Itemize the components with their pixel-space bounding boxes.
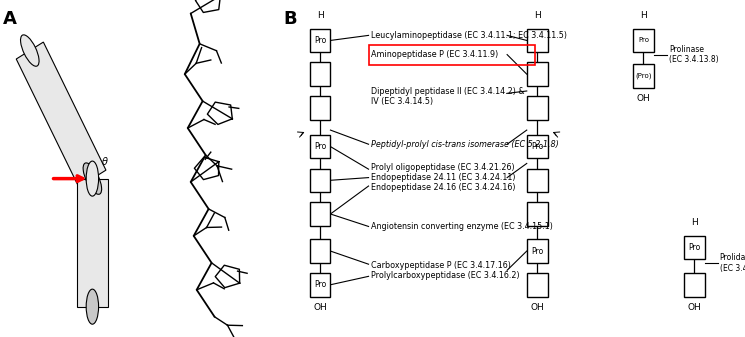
Bar	[310, 135, 331, 158]
Bar	[527, 62, 548, 86]
Ellipse shape	[83, 163, 101, 194]
Bar	[527, 202, 548, 226]
Ellipse shape	[86, 289, 98, 324]
Text: OH: OH	[688, 303, 701, 312]
Ellipse shape	[21, 35, 39, 66]
Bar	[310, 96, 331, 120]
Text: Angiotensin converting enzyme (EC 3.4.15.1): Angiotensin converting enzyme (EC 3.4.15…	[371, 222, 553, 231]
Bar	[310, 239, 331, 263]
Text: (Pro): (Pro)	[635, 72, 652, 79]
Bar	[310, 273, 331, 297]
Polygon shape	[77, 179, 108, 307]
Bar	[633, 29, 654, 52]
Text: Pro: Pro	[314, 142, 326, 151]
Text: Pro: Pro	[314, 280, 326, 289]
Text: Pro: Pro	[314, 36, 326, 45]
Text: H: H	[640, 11, 647, 20]
Text: OH: OH	[636, 94, 650, 103]
Text: H: H	[533, 11, 541, 20]
Bar	[684, 273, 705, 297]
Polygon shape	[16, 42, 106, 187]
Bar	[527, 239, 548, 263]
Text: Pro: Pro	[638, 37, 649, 43]
Bar	[633, 64, 654, 88]
Text: Peptidyl-prolyl cis-trans isomerase (EC 5.2.1.8): Peptidyl-prolyl cis-trans isomerase (EC …	[371, 140, 559, 149]
Text: Leucylaminopeptidase (EC 3.4.11.1; EC 3.4.11.5): Leucylaminopeptidase (EC 3.4.11.1; EC 3.…	[371, 31, 567, 40]
Text: Aminopeptidase P (EC 3.4.11.9): Aminopeptidase P (EC 3.4.11.9)	[371, 50, 498, 59]
Text: B: B	[283, 10, 297, 28]
Text: θ: θ	[101, 157, 107, 167]
Bar	[527, 135, 548, 158]
Text: Pro: Pro	[688, 243, 700, 252]
Bar	[310, 62, 331, 86]
Bar	[310, 202, 331, 226]
Bar	[369, 45, 535, 65]
Bar	[684, 236, 705, 259]
Ellipse shape	[86, 161, 98, 196]
Text: Prolidase
(EC 3.4.13.9): Prolidase (EC 3.4.13.9)	[720, 253, 745, 273]
Text: H: H	[691, 218, 697, 227]
Text: Pro: Pro	[531, 142, 543, 151]
Bar	[527, 273, 548, 297]
Text: Dipeptidyl peptidase II (EC 3.4.14.2) &
IV (EC 3.4.14.5): Dipeptidyl peptidase II (EC 3.4.14.2) & …	[371, 87, 524, 106]
Bar	[527, 96, 548, 120]
Bar	[527, 168, 548, 192]
Text: Pro: Pro	[531, 247, 543, 255]
Text: A: A	[3, 10, 17, 28]
Text: OH: OH	[313, 303, 327, 312]
Text: H: H	[317, 11, 323, 20]
Text: Prolyl oligopeptidase (EC 3.4.21.26)
Endopeptidase 24.11 (EC 3.4.24.11)
Endopept: Prolyl oligopeptidase (EC 3.4.21.26) End…	[371, 163, 516, 192]
Bar	[310, 29, 331, 52]
Bar	[527, 29, 548, 52]
Bar	[310, 168, 331, 192]
Text: Prolinase
(EC 3.4.13.8): Prolinase (EC 3.4.13.8)	[669, 45, 718, 64]
Text: Carboxypeptidase P (EC 3.4.17.16)
Prolylcarboxypeptidase (EC 3.4.16.2): Carboxypeptidase P (EC 3.4.17.16) Prolyl…	[371, 261, 519, 280]
Text: OH: OH	[530, 303, 544, 312]
